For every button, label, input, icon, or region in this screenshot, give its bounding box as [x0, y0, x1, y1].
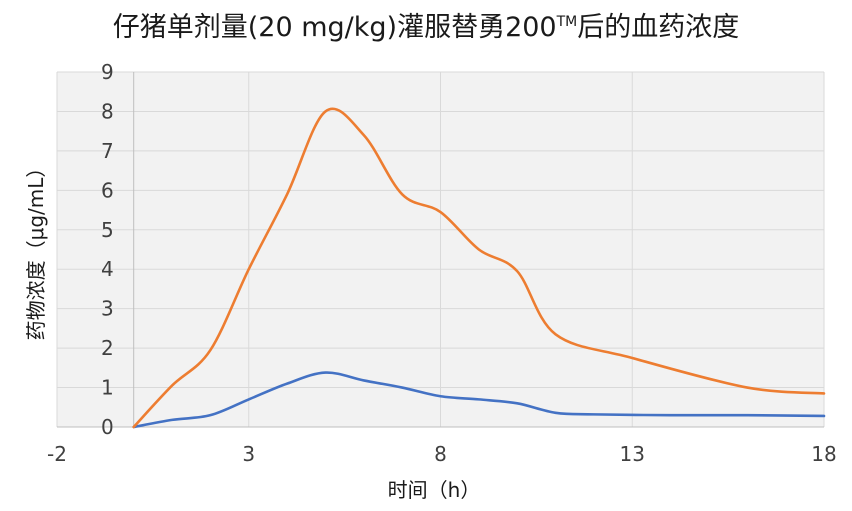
- y-tick-label: 0: [101, 415, 114, 439]
- y-tick-label: 6: [101, 178, 114, 202]
- y-tick-label: 3: [101, 297, 114, 321]
- gridlines: [56, 71, 825, 427]
- y-tick-label: 8: [101, 99, 114, 123]
- y-tick-label: 1: [101, 376, 114, 400]
- axes: [57, 72, 824, 428]
- y-axis-title: 药物浓度（μg/mL）: [24, 158, 48, 341]
- x-axis-title: 时间（h）: [388, 478, 481, 502]
- series-line-1: [132, 371, 826, 429]
- chart-title-prefix: 仔猪单剂量(20 mg/kg)灌服替勇200: [113, 12, 557, 43]
- x-tick-label: 3: [242, 442, 255, 466]
- y-tick-label: 2: [101, 336, 114, 360]
- chart-title: 仔猪单剂量(20 mg/kg)灌服替勇200TM后的血药浓度: [113, 12, 740, 43]
- x-tick-label: 8: [434, 442, 447, 466]
- x-tick-label: 18: [811, 442, 836, 466]
- chart-title-suffix: 后的血药浓度: [577, 12, 739, 43]
- y-tick-label: 5: [101, 218, 114, 242]
- chart-title-superscript: TM: [556, 14, 578, 30]
- x-tick-label: -2: [47, 442, 67, 466]
- x-tick-label: 13: [620, 442, 645, 466]
- series-line-2: [132, 107, 826, 429]
- y-tick-label: 9: [101, 60, 114, 84]
- series-lines: [132, 107, 826, 429]
- y-tick-label: 4: [101, 257, 114, 281]
- y-tick-label: 7: [101, 139, 114, 163]
- tick-labels: 0 1 2 3 4 5 6 7 8 9 -2 3 8 13 18: [47, 60, 837, 466]
